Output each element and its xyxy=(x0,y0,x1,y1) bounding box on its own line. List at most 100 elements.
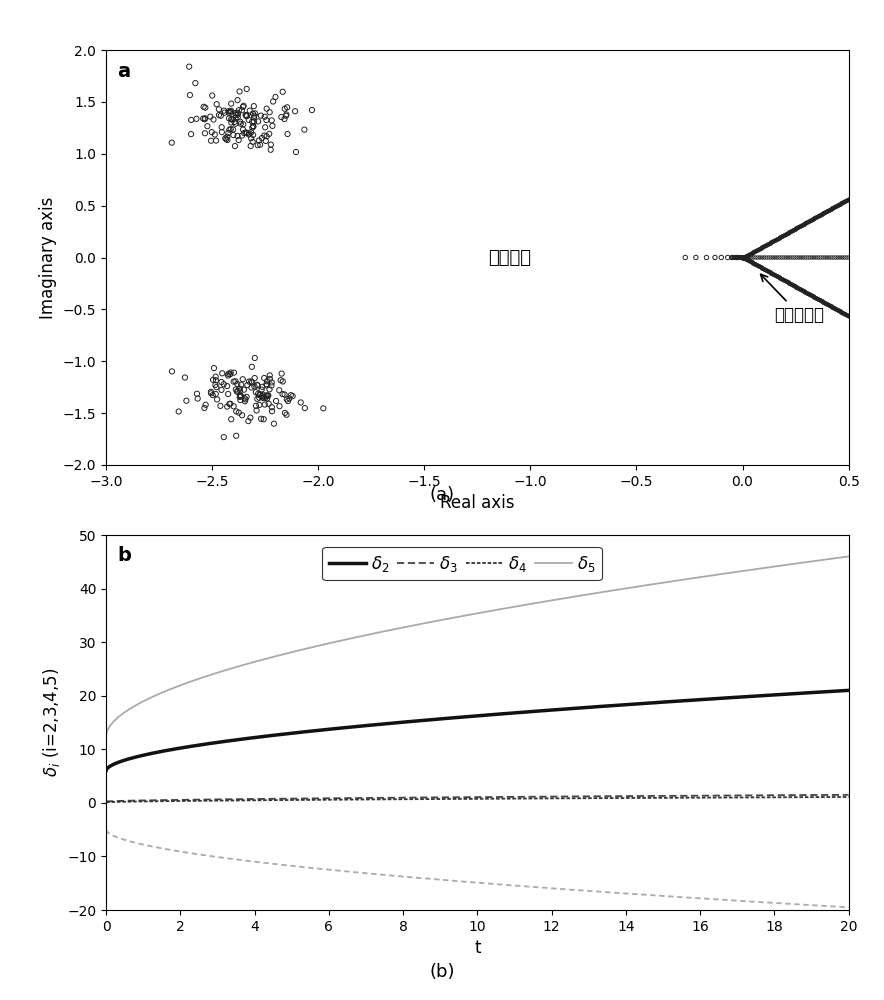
Point xyxy=(179,393,194,409)
Point xyxy=(242,126,256,142)
Point xyxy=(735,249,750,265)
Point xyxy=(807,289,821,305)
Point xyxy=(265,399,279,415)
Point xyxy=(210,391,225,407)
Point xyxy=(236,99,250,115)
Point xyxy=(222,110,236,126)
Point xyxy=(244,138,258,154)
Point xyxy=(755,249,769,265)
Point xyxy=(840,307,854,323)
Point xyxy=(255,388,269,404)
Point xyxy=(725,249,739,265)
Point xyxy=(834,195,849,211)
Point xyxy=(838,306,852,322)
Point xyxy=(215,374,229,390)
Point xyxy=(281,393,295,409)
Point xyxy=(260,388,274,404)
Point xyxy=(714,249,728,265)
Point xyxy=(793,281,807,297)
Point xyxy=(792,249,806,265)
Point xyxy=(252,133,266,149)
Point xyxy=(316,400,331,416)
Point xyxy=(258,397,272,413)
Point xyxy=(811,291,825,307)
Point xyxy=(819,295,833,311)
Point xyxy=(255,382,269,398)
Point xyxy=(236,116,250,132)
Point xyxy=(735,249,749,265)
Point xyxy=(800,214,814,230)
Point xyxy=(278,101,292,117)
Point xyxy=(817,294,831,310)
Point xyxy=(198,110,212,126)
Point xyxy=(224,96,238,112)
Point xyxy=(222,122,236,138)
Point xyxy=(206,372,220,388)
Point xyxy=(766,266,781,282)
Point xyxy=(209,133,223,149)
Point xyxy=(183,87,197,103)
Text: (a): (a) xyxy=(430,486,454,504)
Point xyxy=(246,106,260,122)
Point xyxy=(272,398,286,414)
Point xyxy=(728,249,742,265)
Point xyxy=(753,240,767,256)
Point xyxy=(753,249,767,265)
Point xyxy=(206,387,220,403)
Point xyxy=(256,411,271,427)
Point xyxy=(755,260,769,276)
Point xyxy=(735,249,749,265)
Point xyxy=(220,399,234,415)
Point xyxy=(793,218,807,234)
Point xyxy=(774,229,788,245)
Point xyxy=(782,224,796,240)
Point xyxy=(795,217,809,233)
Point xyxy=(828,249,842,265)
Point xyxy=(218,130,232,146)
Point xyxy=(263,381,277,397)
Point xyxy=(251,113,265,129)
Point xyxy=(225,111,239,127)
Point xyxy=(224,121,238,137)
Point xyxy=(813,249,827,265)
Point xyxy=(237,382,251,398)
Point xyxy=(227,114,241,130)
Point xyxy=(284,387,298,403)
Point xyxy=(220,129,234,145)
Point xyxy=(250,377,264,393)
Point xyxy=(210,96,224,112)
Point xyxy=(241,112,255,128)
Point xyxy=(263,126,277,142)
Point xyxy=(804,212,818,228)
Point xyxy=(262,387,276,403)
Point xyxy=(233,388,248,404)
Point xyxy=(248,370,262,386)
Point xyxy=(232,102,246,118)
Point xyxy=(267,416,281,432)
Point xyxy=(824,201,838,217)
Point xyxy=(812,249,826,265)
Point xyxy=(814,206,828,222)
Point xyxy=(232,132,246,148)
Point xyxy=(213,398,227,414)
Point xyxy=(249,402,263,418)
Point xyxy=(781,274,795,290)
Point xyxy=(263,371,277,387)
Point xyxy=(818,249,832,265)
Point xyxy=(206,112,220,128)
Point xyxy=(824,249,838,265)
Point xyxy=(741,247,755,263)
Point xyxy=(836,194,850,210)
Point xyxy=(751,241,766,257)
Point xyxy=(204,133,218,149)
Point xyxy=(233,382,248,398)
Point xyxy=(763,235,777,251)
Point xyxy=(209,369,223,385)
Point xyxy=(231,110,245,126)
Point xyxy=(245,114,259,130)
Point xyxy=(804,249,819,265)
Point xyxy=(279,391,293,407)
Point xyxy=(809,249,823,265)
Point xyxy=(276,386,290,402)
Point xyxy=(735,249,750,265)
